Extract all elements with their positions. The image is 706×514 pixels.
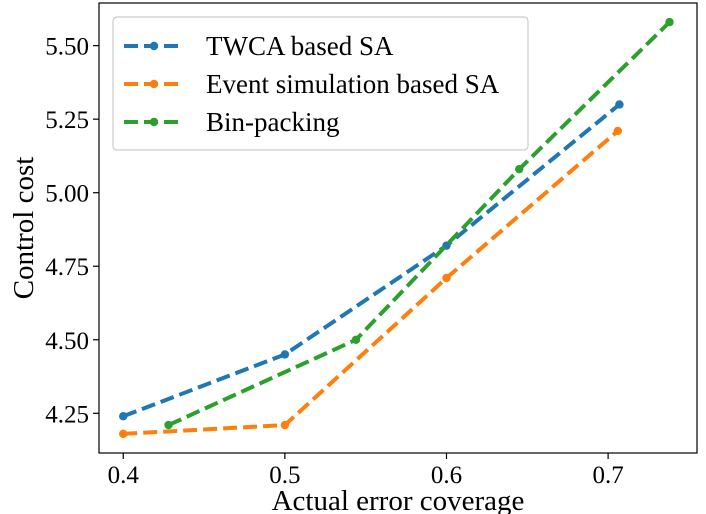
data-point-bin-packing bbox=[515, 164, 524, 174]
data-point-event-simulation-based-sa bbox=[613, 126, 623, 136]
x-axis-label: Actual error coverage bbox=[272, 485, 525, 514]
y-tick-label: 5.25 bbox=[45, 107, 89, 134]
x-tick-label: 0.5 bbox=[269, 462, 300, 489]
y-tick-label: 4.50 bbox=[45, 328, 89, 355]
data-point-event-simulation-based-sa bbox=[280, 420, 290, 430]
legend-marker-event-simulation-based-sa bbox=[149, 79, 159, 89]
series-line-event-simulation-based-sa bbox=[123, 129, 620, 436]
legend-marker-twca-based-sa bbox=[149, 41, 159, 51]
legend-label-event-simulation-based-sa: Event simulation based SA bbox=[206, 69, 500, 99]
legend: TWCA based SA Event simulation based SA Bi… bbox=[112, 16, 529, 151]
x-tick-label: 0.7 bbox=[592, 462, 623, 489]
y-tick-label: 4.75 bbox=[45, 254, 89, 281]
data-point-twca-based-sa bbox=[280, 350, 290, 359]
data-point-event-simulation-based-sa bbox=[119, 429, 128, 439]
data-point-twca-based-sa bbox=[119, 412, 128, 421]
y-tick-label: 5.50 bbox=[45, 34, 89, 61]
y-axis-ticks: 4.25 4.50 4.75 5.00 5.25 5.50 bbox=[45, 34, 99, 428]
series-line-bin-packing bbox=[167, 20, 671, 427]
plot-frame bbox=[98, 2, 698, 454]
x-axis-ticks: 0.4 0.5 0.6 0.7 bbox=[108, 453, 624, 489]
data-point-bin-packing bbox=[164, 420, 173, 430]
x-tick-label: 0.4 bbox=[108, 462, 140, 489]
x-tick-label: 0.6 bbox=[431, 462, 462, 489]
legend-label-bin-packing: Bin-packing bbox=[206, 107, 339, 137]
data-point-twca-based-sa bbox=[615, 100, 624, 109]
series-layer bbox=[119, 17, 674, 439]
legend-box bbox=[112, 16, 529, 151]
plot-area bbox=[98, 2, 698, 454]
data-point-event-simulation-based-sa bbox=[442, 273, 451, 283]
data-point-bin-packing bbox=[351, 335, 361, 344]
series-line-twca-based-sa bbox=[122, 102, 621, 419]
y-axis-label: Control cost bbox=[8, 157, 40, 300]
y-tick-label: 4.25 bbox=[45, 401, 89, 428]
data-point-bin-packing bbox=[665, 17, 674, 27]
y-tick-label: 5.00 bbox=[45, 181, 89, 208]
legend-label-twca-based-sa: TWCA based SA bbox=[206, 31, 394, 61]
legend-marker-bin-packing bbox=[149, 117, 159, 127]
